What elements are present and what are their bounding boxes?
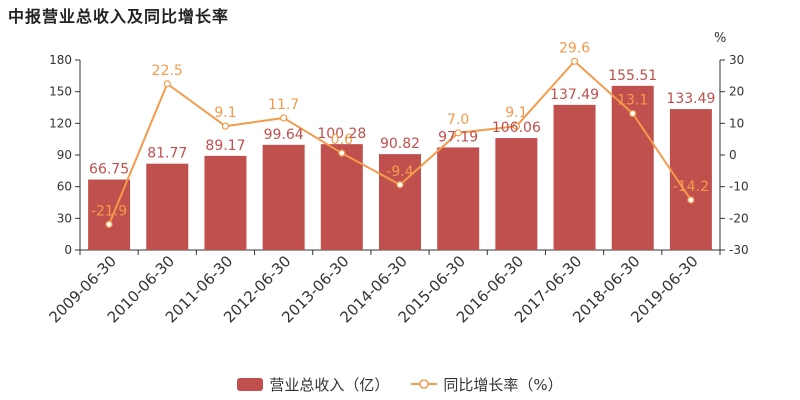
legend-label-growth: 同比增长率（%）: [443, 375, 563, 394]
growth-point[interactable]: [280, 114, 288, 122]
growth-point[interactable]: [338, 149, 346, 157]
legend-label-revenue: 营业总收入（亿）: [269, 375, 390, 394]
y-right-tick-label: -30: [729, 243, 749, 257]
chart-canvas: 0306090120150180-30-20-100102030%2009-06…: [46, 31, 749, 326]
y-left-tick-label: 180: [49, 53, 72, 67]
y-left-tick-label: 90: [57, 148, 72, 162]
legend-swatch-line: [411, 379, 438, 389]
legend-item-growth[interactable]: 同比增长率（%）: [411, 374, 563, 395]
bar[interactable]: [379, 154, 421, 250]
growth-point[interactable]: [629, 109, 637, 118]
right-axis-unit: %: [714, 31, 726, 46]
growth-value-label: 22.5: [152, 63, 183, 79]
chart-title: 中报营业总收入及同比增长率: [8, 7, 230, 26]
bar-value-label: 100.28: [317, 126, 366, 142]
bar[interactable]: [495, 138, 538, 250]
bar-value-label: 90.82: [380, 136, 420, 152]
growth-point[interactable]: [512, 122, 520, 130]
growth-point[interactable]: [221, 122, 230, 130]
growth-point[interactable]: [454, 129, 462, 137]
growth-point[interactable]: [105, 220, 113, 228]
y-left-tick-label: 150: [49, 85, 72, 99]
chart-legend: 营业总收入（亿） 同比增长率（%）: [0, 372, 800, 396]
bar[interactable]: [437, 147, 480, 250]
growth-value-label: 13.1: [617, 93, 648, 109]
y-right-tick-label: 0: [729, 148, 737, 162]
legend-line-marker: [419, 379, 430, 389]
bar-value-label: 66.75: [89, 162, 129, 178]
growth-point[interactable]: [396, 181, 404, 189]
bar-value-label: 133.49: [666, 91, 715, 107]
bar[interactable]: [553, 104, 596, 250]
y-right-tick-label: 10: [729, 116, 744, 130]
growth-value-label: 0.6: [331, 132, 353, 148]
growth-value-label: -14.2: [673, 179, 709, 195]
bar-value-label: 81.77: [147, 146, 187, 162]
growth-value-label: -21.9: [91, 203, 127, 219]
growth-value-label: 9.1: [505, 105, 527, 121]
bar-value-label: 97.19: [438, 129, 478, 145]
y-right-tick-label: 20: [729, 85, 744, 99]
bar-value-label: 155.51: [608, 68, 657, 84]
growth-point[interactable]: [687, 196, 695, 204]
bar-value-label: 99.64: [264, 127, 304, 143]
legend-item-revenue[interactable]: 营业总收入（亿）: [237, 374, 389, 395]
y-left-tick-label: 60: [57, 180, 72, 194]
bar-value-label: 137.49: [550, 87, 599, 103]
growth-point[interactable]: [570, 57, 579, 65]
bar[interactable]: [204, 155, 247, 250]
bar-value-label: 106.06: [492, 120, 541, 136]
growth-value-label: 29.6: [559, 40, 590, 56]
growth-value-label: -9.4: [386, 164, 413, 180]
growth-value-label: 9.1: [214, 105, 236, 121]
bar[interactable]: [146, 163, 189, 250]
y-left-tick-label: 120: [49, 116, 72, 130]
growth-value-label: 7.0: [447, 112, 469, 128]
y-right-tick-label: -10: [729, 180, 749, 194]
growth-point[interactable]: [163, 80, 171, 88]
growth-value-label: 11.7: [268, 97, 299, 113]
y-right-tick-label: 30: [729, 53, 744, 67]
y-left-tick-label: 30: [57, 211, 72, 225]
legend-swatch-bar: [237, 377, 264, 391]
y-right-tick-label: -20: [729, 211, 749, 225]
bar[interactable]: [262, 144, 305, 250]
bar-value-label: 89.17: [205, 138, 245, 154]
y-left-tick-label: 0: [64, 243, 72, 257]
